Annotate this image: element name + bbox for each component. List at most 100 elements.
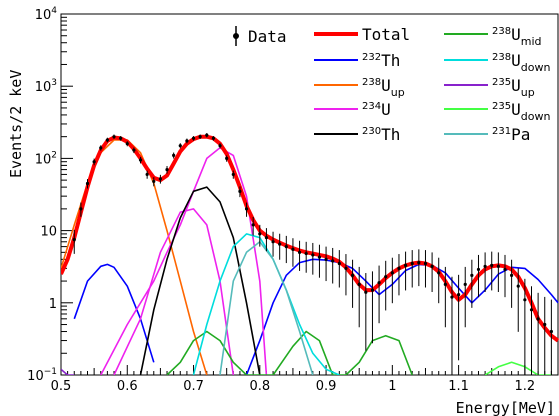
data-point xyxy=(450,295,454,299)
data-point xyxy=(344,266,348,270)
series-line-234U-secondary xyxy=(113,208,235,375)
data-point xyxy=(99,146,103,150)
data-point xyxy=(198,135,202,139)
svg-text:231Pa: 231Pa xyxy=(492,125,530,144)
data-point xyxy=(105,138,109,142)
axis-ticks: 0.5 0.6 0.7 0.8 0.9 1 1.1 1.2 10−1 1 10 102 103 104 xyxy=(27,6,552,394)
data-point xyxy=(244,207,249,211)
data-point xyxy=(317,255,322,259)
data-point xyxy=(231,172,235,177)
svg-text:Total: Total xyxy=(362,25,410,44)
svg-text:238Udown: 238Udown xyxy=(492,51,550,74)
data-point xyxy=(225,156,229,160)
data-point xyxy=(430,264,434,268)
y-tick-label: 1 xyxy=(49,297,57,312)
data-point xyxy=(165,167,169,172)
axis-titles: Events/2 keV Energy[MeV] xyxy=(4,10,559,416)
svg-text:238Umid: 238Umid xyxy=(492,25,542,48)
series-line-230Th xyxy=(139,186,261,375)
data-point xyxy=(410,261,414,266)
data-point xyxy=(543,322,547,327)
data-point xyxy=(311,253,315,257)
data-point xyxy=(112,135,116,139)
data-point xyxy=(490,263,494,267)
data-point xyxy=(390,271,394,275)
data-point xyxy=(251,223,255,227)
data-point xyxy=(158,177,162,181)
data-point xyxy=(463,282,467,286)
data-point xyxy=(304,252,308,256)
data-point xyxy=(503,267,507,272)
data-point xyxy=(397,266,401,270)
data-point xyxy=(258,232,262,236)
svg-text:234U: 234U xyxy=(362,100,391,119)
x-tick-label: 1.1 xyxy=(448,379,469,394)
data-point xyxy=(384,275,388,279)
data-point xyxy=(238,189,242,193)
data-point xyxy=(457,292,461,297)
data-point xyxy=(364,290,368,294)
data-point xyxy=(529,308,534,312)
data-point xyxy=(284,245,288,249)
data-point xyxy=(357,282,361,286)
series-line-Total xyxy=(61,134,559,343)
data-point xyxy=(516,284,520,288)
data-point xyxy=(377,281,381,285)
data-point xyxy=(205,133,209,137)
legend-entry-231Pa: 231Pa xyxy=(444,125,530,144)
data-point xyxy=(496,264,500,268)
y-tick-label: 10 xyxy=(40,225,57,240)
data-point xyxy=(271,240,275,244)
data-point xyxy=(536,317,540,321)
data-point xyxy=(483,264,487,268)
data-point xyxy=(264,235,269,240)
legend-entry-238U_up: 238Uup xyxy=(314,76,405,99)
svg-text:235Uup: 235Uup xyxy=(492,76,535,99)
svg-text:238Uup: 238Uup xyxy=(362,76,405,99)
data-points xyxy=(72,133,553,375)
data-point xyxy=(423,261,428,266)
y-tick-label: 103 xyxy=(35,78,57,95)
svg-text:230Th: 230Th xyxy=(362,125,400,144)
legend: Data Total 238Umid 232Th 238Udown 238Uup 235Uu… xyxy=(233,25,550,144)
data-point xyxy=(278,242,282,246)
y-axis-label: Events/2 keV xyxy=(7,70,25,178)
legend-entry-235U_up: 235Uup xyxy=(444,76,535,99)
svg-text:Data: Data xyxy=(248,27,287,46)
x-tick-label: 0.6 xyxy=(117,379,138,394)
data-point xyxy=(72,238,76,242)
data-point xyxy=(191,136,196,140)
series-line-232Th-secondary xyxy=(73,263,155,363)
data-point xyxy=(291,247,295,251)
legend-entry-232Th: 232Th xyxy=(314,51,400,70)
y-tick-label: 102 xyxy=(35,150,57,167)
x-tick-label: 0.9 xyxy=(316,379,337,394)
data-point xyxy=(324,257,328,261)
data-point xyxy=(370,288,375,292)
data-point xyxy=(85,181,90,186)
data-point xyxy=(403,263,408,267)
data-point xyxy=(510,273,514,277)
x-tick-label: 0.5 xyxy=(51,379,72,394)
data-point xyxy=(79,207,83,211)
data-point xyxy=(138,158,143,162)
data-point xyxy=(218,144,222,148)
data-point xyxy=(297,250,302,254)
svg-text:235Udown: 235Udown xyxy=(492,100,550,123)
data-point xyxy=(119,136,123,140)
data-point xyxy=(152,179,156,184)
series-line-235U_down xyxy=(484,361,552,375)
x-tick-label: 0.7 xyxy=(183,379,204,394)
y-tick-label: 10−1 xyxy=(27,367,57,384)
data-point xyxy=(211,136,216,140)
legend-entry-235U_down: 235Udown xyxy=(444,100,550,123)
data-point xyxy=(92,160,96,164)
y-tick-label: 104 xyxy=(35,6,58,23)
data-point xyxy=(185,139,189,143)
data-point xyxy=(443,282,447,286)
data-point xyxy=(331,259,335,263)
legend-entry-Total: Total xyxy=(314,25,410,44)
data-point xyxy=(470,273,474,277)
data-point xyxy=(125,142,129,146)
data-point xyxy=(350,273,355,277)
